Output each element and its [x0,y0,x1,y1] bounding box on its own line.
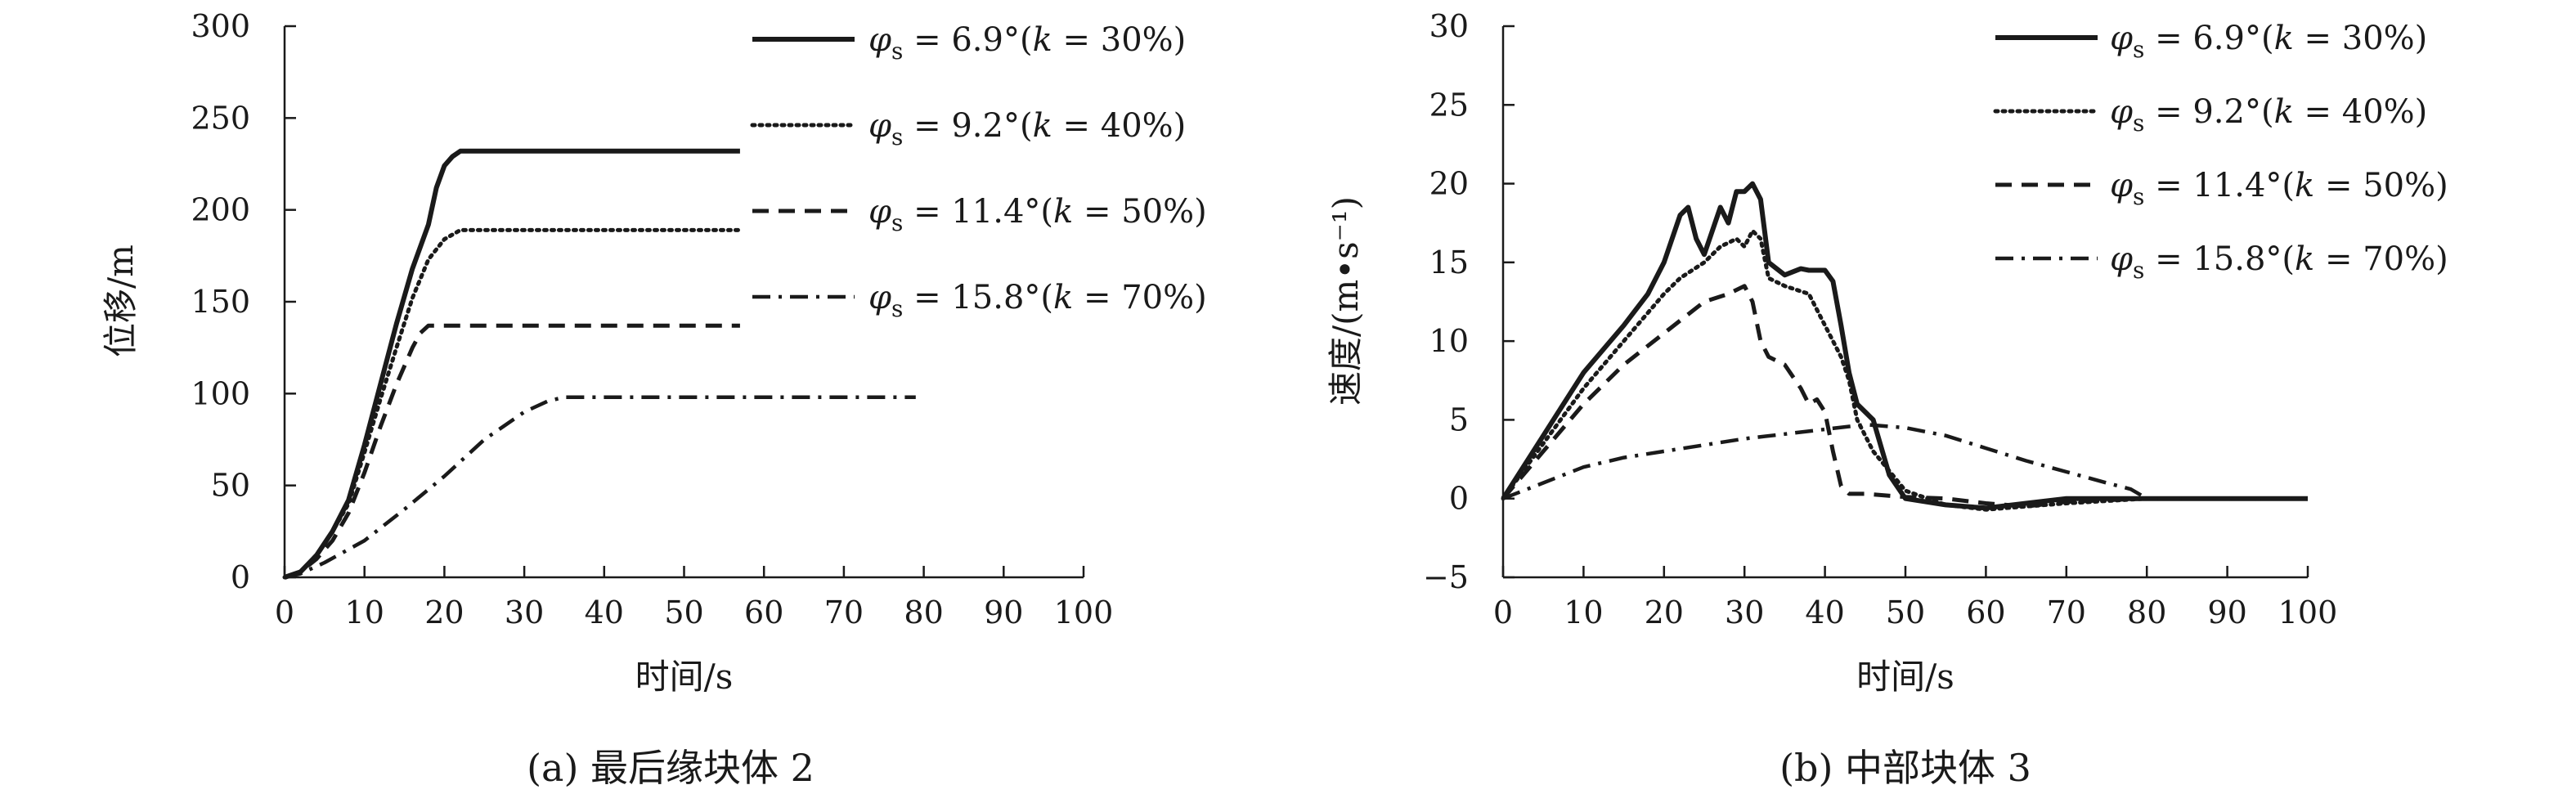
chart-panel-a: 0 50 100 150 200 250 300 0 10 20 30 40 50 60 70 80 90 100… [101,8,1207,790]
x-axis-label: 时间/s [635,657,734,697]
legend-label-1: φs = 6.9°(k = 30%) [868,21,1186,65]
x-tick-label: 20 [424,594,464,630]
x-tick-label: 30 [1725,594,1764,630]
series-line-4 [284,395,916,580]
x-tick-label: 70 [824,594,864,630]
x-tick-label: 30 [505,594,544,630]
y-tick-label: 300 [191,8,250,44]
y-tick-label: 0 [1449,481,1469,517]
series-line-2 [282,227,743,580]
legend-label-4: φs = 15.8°(k = 70%) [2110,240,2448,284]
legend-label-2: φs = 9.2°(k = 40%) [2110,93,2427,137]
y-tick-label: 10 [1429,323,1469,359]
x-tick-label: 70 [2047,594,2086,630]
y-axis-label: 位移/m [101,244,141,357]
y-tick-label: 250 [191,100,250,136]
x-tick-label: 100 [1054,594,1114,630]
x-axis-label: 时间/s [1856,657,1954,697]
y-tick-label: 0 [231,559,250,595]
series-line-2 [1501,228,2310,512]
x-tick-label: 40 [1805,594,1844,630]
legend-label-3: φs = 11.4°(k = 50%) [2110,167,2448,210]
chart-caption: (a) 最后缘块体 2 [527,746,815,790]
y-tick-label: 5 [1449,402,1469,437]
y-tick-label: 20 [1429,166,1469,202]
x-tick-label: 100 [2278,594,2338,630]
x-tick-label: 90 [984,594,1023,630]
legend-label-4: φs = 15.8°(k = 70%) [868,279,1207,322]
y-tick-label: 50 [211,468,250,504]
y-tick-label: 200 [191,192,250,228]
x-tick-label: 50 [1886,594,1925,630]
x-tick-label: 0 [1493,594,1513,630]
y-tick-label: 25 [1429,87,1469,123]
series-line-1 [284,148,740,580]
x-tick-label: 20 [1645,594,1684,630]
x-tick-label: 50 [664,594,703,630]
y-tick-label: 30 [1429,8,1469,44]
y-tick-label: −5 [1423,559,1469,595]
legend-label-2: φs = 9.2°(k = 40%) [868,107,1186,150]
x-tick-label: 0 [275,594,294,630]
x-tick-label: 90 [2207,594,2246,630]
chart-panel-b: −5 0 5 10 15 20 25 30 0 10 20 30 40 50 60 70 80 90 100 时间/s… [1326,8,2448,790]
legend-label-1: φs = 6.9°(k = 30%) [2110,20,2427,63]
x-tick-label: 60 [1966,594,2005,630]
y-axis-label: 速度/(m•s⁻¹) [1326,196,1366,406]
x-tick-label: 40 [585,594,624,630]
y-tick-label: 100 [191,375,250,411]
series-line-3 [1501,284,2308,509]
chart-caption: (b) 中部块体 3 [1779,746,2031,790]
series-line-4 [1502,422,2308,500]
x-tick-label: 10 [1564,594,1603,630]
y-tick-label: 150 [191,284,250,320]
x-tick-label: 80 [904,594,943,630]
x-tick-label: 80 [2127,594,2166,630]
x-tick-label: 10 [345,594,384,630]
series-line-3 [284,323,740,580]
x-tick-label: 60 [744,594,783,630]
legend-label-3: φs = 11.4°(k = 50%) [868,193,1207,236]
y-tick-label: 15 [1429,244,1469,280]
